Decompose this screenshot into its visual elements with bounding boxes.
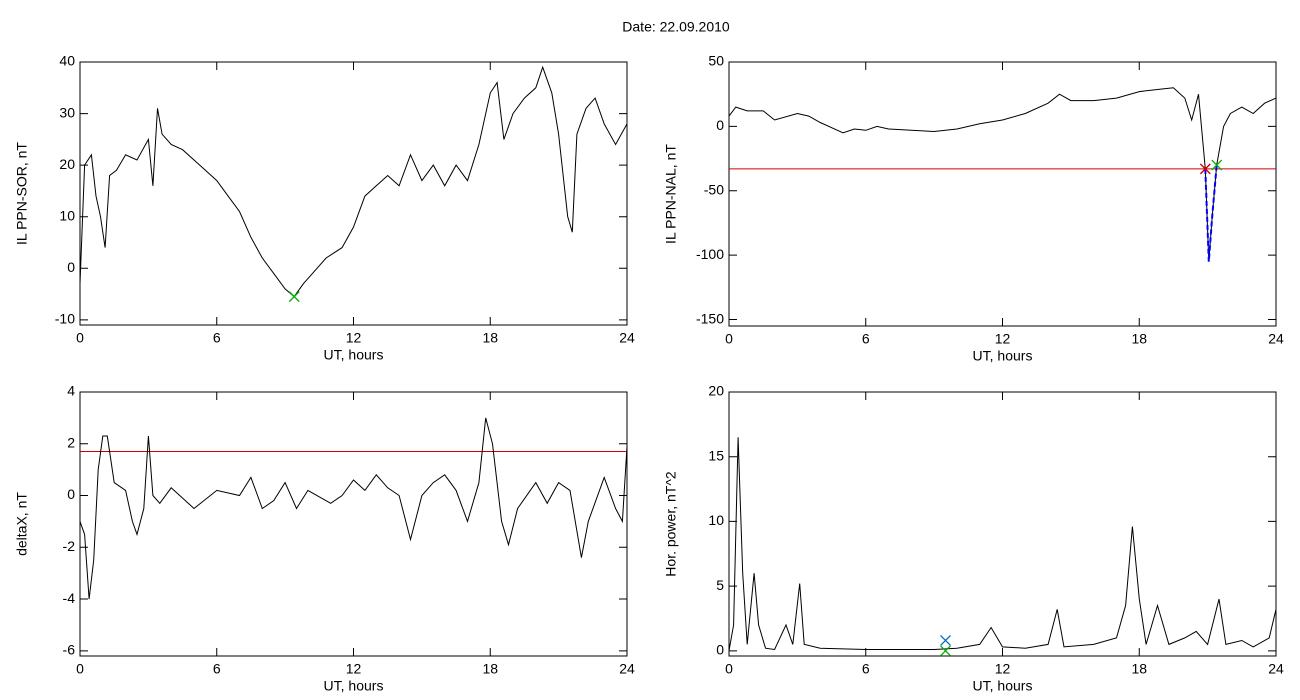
- marker: [940, 645, 951, 657]
- y-tick-label: -2: [63, 538, 76, 554]
- x-tick-label: 6: [862, 331, 870, 347]
- y-tick-label: -100: [696, 246, 724, 262]
- x-tick-label: 12: [346, 661, 362, 677]
- x-tick-label: 6: [213, 661, 221, 677]
- x-tick-label: 18: [1131, 331, 1147, 347]
- y-tick-label: 40: [59, 53, 75, 69]
- y-tick-label: 0: [716, 642, 724, 658]
- x-tick-label: 0: [725, 661, 733, 677]
- x-axis-label: UT, hours: [973, 678, 1033, 694]
- x-tick-label: 6: [213, 330, 221, 346]
- y-tick-label: 30: [59, 104, 75, 120]
- y-tick-label: 2: [67, 434, 75, 450]
- data-line: [728, 87, 1277, 262]
- y-tick-label: 10: [708, 512, 724, 528]
- plot-frame: [728, 61, 1277, 327]
- x-axis-label: UT, hours: [324, 347, 384, 363]
- y-axis-label: Hor. power, nT^2: [663, 471, 679, 577]
- y-tick-label: 20: [59, 156, 75, 172]
- x-axis-label: UT, hours: [973, 348, 1033, 364]
- x-tick-label: 18: [482, 330, 498, 346]
- x-tick-label: 18: [482, 661, 498, 677]
- y-axis-label: deltaX, nT: [14, 492, 30, 556]
- plot-frame: [79, 61, 628, 326]
- x-tick-label: 6: [862, 661, 870, 677]
- data-line: [79, 65, 628, 298]
- y-tick-label: -50: [704, 181, 724, 197]
- y-tick-label: 0: [716, 117, 724, 133]
- y-tick-label: 4: [67, 383, 75, 399]
- x-tick-label: 24: [619, 661, 635, 677]
- data-line: [79, 417, 628, 600]
- y-tick-label: 5: [716, 577, 724, 593]
- y-tick-label: -150: [696, 310, 724, 326]
- y-axis-label: IL PPN-NAL, nT: [663, 144, 679, 244]
- x-tick-label: 0: [76, 330, 84, 346]
- y-tick-label: -10: [55, 311, 75, 327]
- x-tick-label: 12: [995, 331, 1011, 347]
- y-axis-label: IL PPN-SOR, nT: [14, 142, 30, 245]
- y-tick-label: 0: [67, 486, 75, 502]
- marker: [288, 291, 300, 303]
- marker: [940, 635, 951, 646]
- marker: [1199, 163, 1211, 175]
- x-tick-label: 24: [1268, 661, 1284, 677]
- x-axis-label: UT, hours: [324, 678, 384, 694]
- x-tick-label: 24: [1268, 331, 1284, 347]
- x-tick-label: 12: [995, 661, 1011, 677]
- y-tick-label: -4: [63, 590, 76, 606]
- x-tick-label: 18: [1131, 661, 1147, 677]
- highlight-line: [1204, 164, 1218, 262]
- data-line: [728, 437, 1277, 651]
- x-tick-label: 0: [725, 331, 733, 347]
- plot-frame: [728, 391, 1277, 657]
- y-tick-label: -6: [63, 642, 76, 658]
- x-tick-label: 0: [76, 661, 84, 677]
- marker: [1211, 159, 1223, 171]
- x-tick-label: 24: [619, 330, 635, 346]
- y-tick-label: 10: [59, 207, 75, 223]
- x-tick-label: 12: [346, 330, 362, 346]
- y-tick-label: 15: [708, 447, 724, 463]
- figure-title: Date: 22.09.2010: [622, 19, 730, 35]
- y-tick-label: 20: [708, 383, 724, 399]
- plot-frame: [79, 391, 628, 657]
- y-tick-label: 50: [708, 53, 724, 69]
- y-tick-label: 0: [67, 259, 75, 275]
